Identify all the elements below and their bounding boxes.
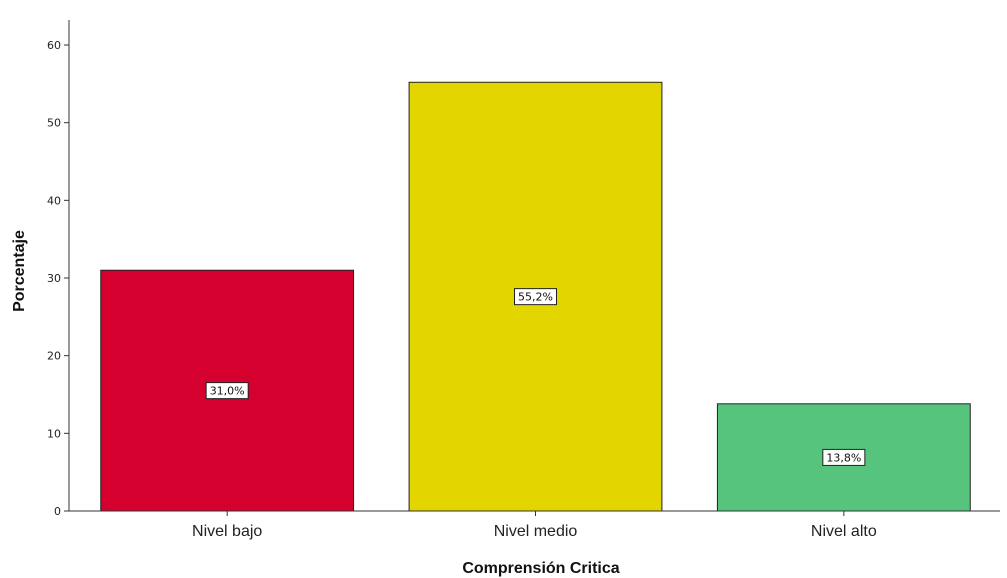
data-label-box	[514, 288, 557, 306]
x-axis-title: Comprensión Critica	[462, 560, 619, 577]
y-tick-label: 60	[47, 39, 61, 52]
y-tick-label: 20	[47, 350, 61, 363]
data-label: 31,0%	[210, 385, 245, 398]
bars: 31,0% 55,2% 13,8%	[100, 81, 971, 512]
x-axis: Nivel bajo Nivel medio Nivel alto	[69, 510, 1000, 540]
data-label: 13,8%	[826, 451, 861, 464]
data-label: 55,2%	[518, 291, 553, 304]
x-tick-label: Nivel bajo	[192, 523, 262, 540]
data-label-box	[822, 448, 866, 466]
y-axis-title: Porcentaje	[11, 230, 28, 312]
x-tick-label: Nivel medio	[494, 523, 578, 540]
y-tick-label: 50	[47, 117, 61, 130]
data-label-box	[205, 382, 249, 400]
y-tick-label: 40	[47, 194, 61, 207]
y-axis: 0 10 20 30 40 50 60	[47, 20, 70, 518]
y-tick-label: 10	[47, 427, 61, 440]
x-tick-label: Nivel alto	[811, 523, 877, 540]
y-tick-label: 0	[54, 505, 61, 518]
y-tick-label: 30	[47, 272, 61, 285]
